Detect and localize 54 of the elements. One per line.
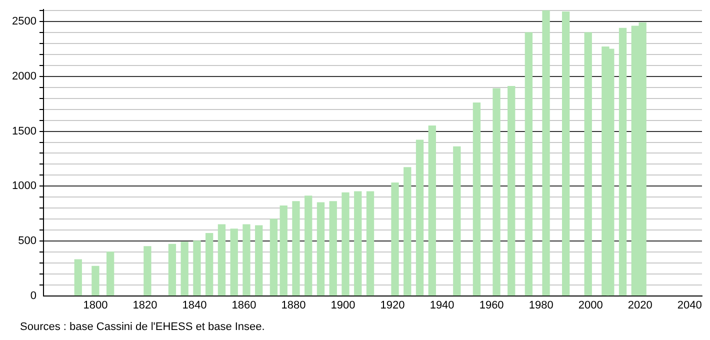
x-tick-label: 1800 [83,299,108,312]
x-tick-label: 1920 [380,299,405,312]
bar [304,196,312,296]
bar [106,252,114,296]
bar [168,244,176,296]
bar [618,28,627,296]
x-tick-label: 1880 [281,299,306,312]
bar [292,201,300,296]
y-tick-label: 500 [18,235,36,248]
bar [492,88,500,296]
bar [144,246,152,296]
bar [428,126,436,296]
x-tick-label: 2000 [578,299,603,312]
y-tick-label: 2000 [12,70,36,83]
bar [524,32,533,296]
bar [453,146,461,296]
source-note: Sources : base Cassini de l'EHESS et base Insee. [20,321,265,333]
bar [92,266,100,296]
bar [255,225,263,296]
bar [342,192,350,296]
bar [354,191,362,296]
x-tick-label: 1840 [182,299,207,312]
x-tick-label: 1940 [430,299,454,312]
x-tick-label: 1960 [479,299,504,312]
bar [391,182,399,296]
bar [316,202,325,296]
bar [218,224,226,296]
bar [193,240,201,296]
bar [242,224,250,296]
bar [280,206,288,296]
bar [472,102,481,296]
x-tick-label: 1980 [528,299,554,312]
bar [542,10,550,296]
bar [416,140,424,296]
bar [584,32,592,296]
bar [230,228,238,296]
bar [562,11,570,296]
bar [366,191,374,296]
y-tick-label: 2500 [12,16,36,28]
bar [329,201,337,296]
bar [206,232,214,296]
bar [508,86,516,296]
bar [404,167,412,296]
y-tick-label: 1500 [12,125,36,138]
x-tick-label: 1820 [132,299,158,312]
bar [270,218,278,296]
x-tick-label: 2020 [628,299,652,312]
bar [180,242,188,296]
x-tick-label: 2040 [677,299,702,312]
y-tick-label: 0 [30,290,36,302]
x-tick-label: 1900 [330,299,356,312]
y-tick-label: 1000 [12,180,36,192]
bar [74,259,82,296]
x-tick-label: 1860 [232,299,256,312]
